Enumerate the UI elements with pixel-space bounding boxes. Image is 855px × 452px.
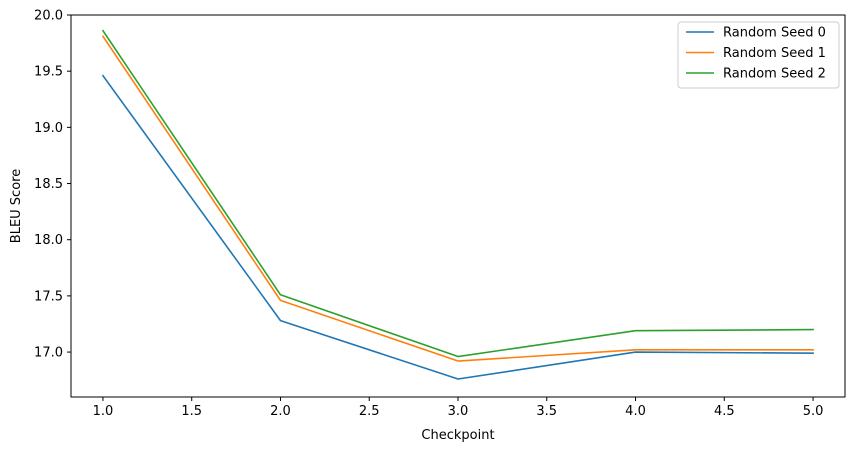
x-tick-label: 2.0 [270, 404, 291, 419]
legend-label: Random Seed 0 [723, 26, 826, 41]
series-line-seed-1 [101, 35, 814, 362]
y-tick-label: 19.0 [34, 121, 63, 136]
legend-label: Random Seed 1 [723, 46, 826, 61]
y-tick-label: 20.0 [34, 9, 63, 24]
y-axis: 17.0 17.5 18.0 18.5 19.0 19.5 20.0 [34, 9, 71, 361]
x-tick-label: 4.0 [625, 404, 646, 419]
x-tick-label: 4.5 [714, 404, 735, 419]
x-tick-label: 5.0 [803, 404, 824, 419]
y-tick-label: 19.5 [34, 65, 63, 80]
series-line-seed-2 [101, 29, 814, 358]
series-lines [101, 29, 814, 380]
x-axis-label: Checkpoint [421, 428, 494, 443]
series-line-seed-0 [101, 74, 814, 380]
legend: Random Seed 0 Random Seed 1 Random Seed 2 [677, 21, 840, 89]
legend-box [677, 21, 840, 89]
x-tick-label: 1.5 [181, 404, 202, 419]
y-tick-label: 18.5 [34, 177, 63, 192]
x-tick-label: 2.5 [359, 404, 380, 419]
x-tick-label: 3.5 [536, 404, 557, 419]
y-tick-label: 17.0 [34, 346, 63, 361]
x-tick-label: 1.0 [93, 404, 114, 419]
y-tick-label: 17.5 [34, 289, 63, 304]
x-tick-label: 3.0 [448, 404, 469, 419]
x-axis: 1.0 1.5 2.0 2.5 3.0 3.5 4.0 4.5 5.0 [93, 397, 824, 419]
y-axis-label: BLEU Score [9, 169, 24, 243]
legend-label: Random Seed 2 [723, 67, 826, 82]
y-tick-label: 18.0 [34, 233, 63, 248]
